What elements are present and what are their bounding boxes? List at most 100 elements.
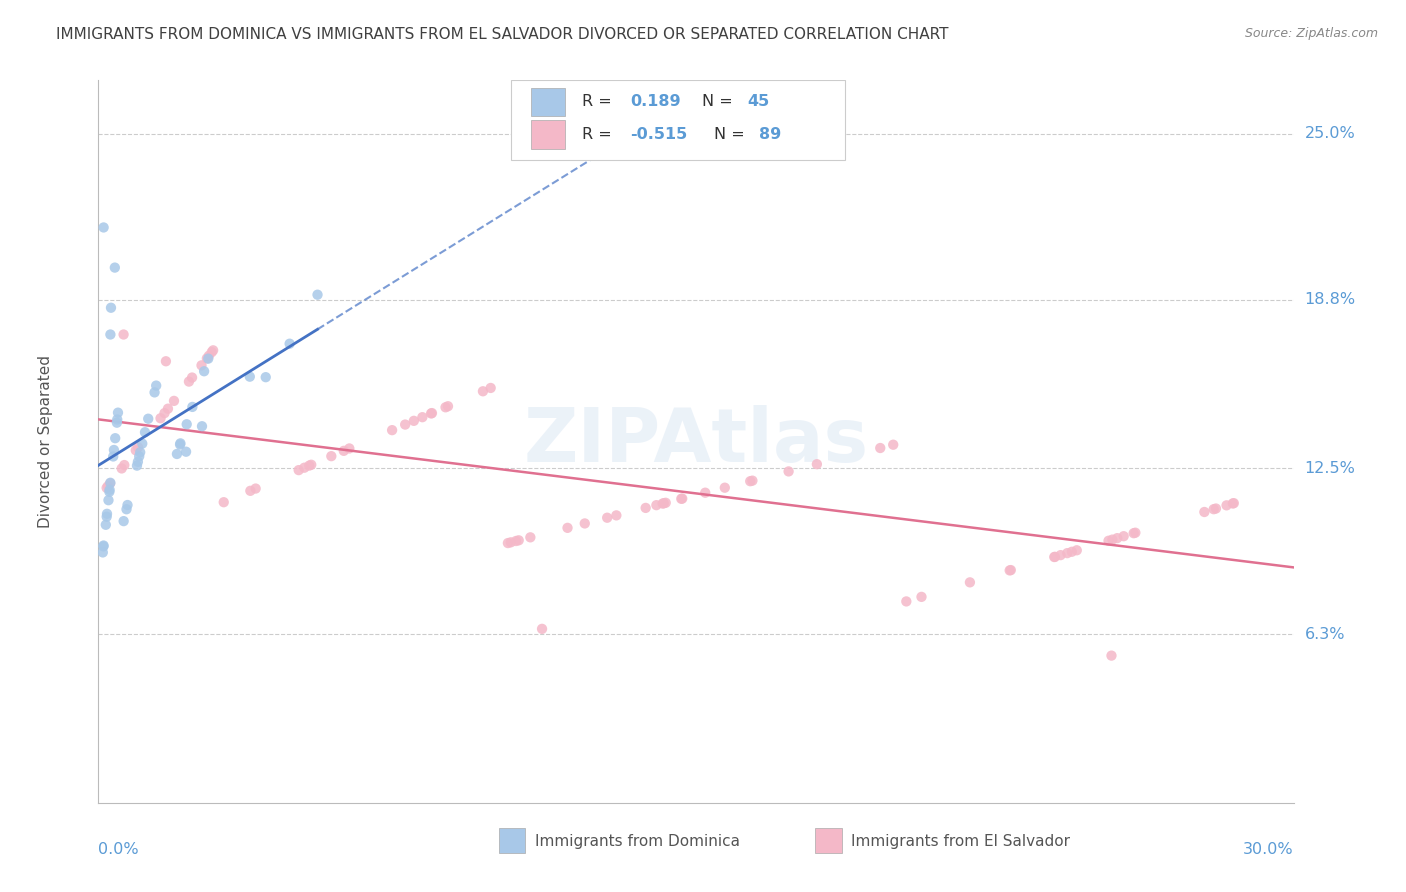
Point: [508, 533, 530, 548]
Point: [605, 508, 627, 523]
Point: [125, 458, 148, 473]
Point: [104, 431, 127, 445]
Point: [254, 370, 277, 384]
Text: 25.0%: 25.0%: [1305, 127, 1355, 141]
Point: [1194, 505, 1216, 519]
Point: [127, 440, 149, 454]
Point: [287, 463, 309, 477]
Point: [1101, 648, 1123, 663]
Point: [111, 461, 134, 475]
Point: [115, 502, 138, 516]
Point: [202, 343, 225, 358]
Point: [1202, 502, 1225, 516]
Point: [169, 437, 191, 451]
Point: [198, 349, 221, 363]
Bar: [531, 87, 565, 116]
Point: [998, 563, 1021, 577]
Point: [333, 443, 356, 458]
Point: [337, 442, 360, 456]
Text: 30.0%: 30.0%: [1243, 842, 1294, 856]
Point: [193, 364, 215, 378]
Point: [93, 539, 115, 553]
Text: Immigrants from Dominica: Immigrants from Dominica: [534, 834, 740, 848]
Point: [1215, 499, 1237, 513]
Point: [93, 540, 115, 554]
Point: [245, 482, 267, 496]
Point: [129, 445, 152, 459]
Text: R =: R =: [582, 95, 617, 110]
Point: [1122, 526, 1144, 541]
Bar: [531, 120, 565, 149]
Text: Source: ZipAtlas.com: Source: ZipAtlas.com: [1244, 27, 1378, 40]
Point: [134, 425, 156, 440]
Point: [1107, 531, 1129, 545]
Point: [145, 378, 167, 392]
Text: -0.515: -0.515: [630, 127, 688, 142]
Point: [91, 545, 114, 559]
Point: [98, 475, 121, 490]
Point: [103, 450, 125, 464]
Point: [869, 441, 891, 455]
Text: IMMIGRANTS FROM DOMINICA VS IMMIGRANTS FROM EL SALVADOR DIVORCED OR SEPARATED CO: IMMIGRANTS FROM DOMINICA VS IMMIGRANTS F…: [56, 27, 949, 42]
Point: [201, 345, 224, 359]
Point: [557, 521, 579, 535]
Point: [714, 481, 737, 495]
Point: [143, 385, 166, 400]
Point: [1066, 543, 1088, 558]
Point: [1097, 533, 1119, 548]
Point: [97, 493, 120, 508]
Point: [519, 530, 541, 544]
Point: [574, 516, 596, 531]
Point: [434, 401, 457, 415]
Point: [307, 287, 329, 301]
Point: [1060, 545, 1083, 559]
Point: [505, 534, 527, 549]
Point: [174, 444, 197, 458]
Point: [1000, 563, 1022, 577]
Point: [531, 622, 554, 636]
Point: [671, 491, 693, 506]
Point: [420, 407, 443, 421]
Point: [107, 406, 129, 420]
Point: [96, 481, 118, 495]
Point: [910, 590, 932, 604]
Point: [394, 417, 416, 432]
Point: [499, 535, 522, 549]
Point: [98, 484, 121, 499]
Point: [105, 416, 128, 430]
Point: [239, 369, 262, 384]
Point: [437, 399, 460, 413]
Point: [479, 381, 502, 395]
Point: [278, 336, 301, 351]
Point: [1205, 501, 1227, 516]
Text: 18.8%: 18.8%: [1305, 293, 1355, 307]
Point: [1222, 496, 1244, 510]
Point: [1056, 546, 1078, 560]
Text: Divorced or Separated: Divorced or Separated: [38, 355, 53, 528]
Point: [169, 436, 191, 450]
Point: [1043, 549, 1066, 564]
Point: [117, 498, 139, 512]
Text: 45: 45: [748, 95, 769, 110]
Point: [1049, 548, 1071, 562]
Text: N =: N =: [714, 127, 749, 142]
Text: 0.189: 0.189: [630, 95, 681, 110]
Point: [292, 460, 315, 475]
Point: [96, 507, 118, 521]
Point: [1101, 533, 1123, 547]
Point: [1112, 529, 1135, 543]
Point: [882, 438, 904, 452]
Point: [112, 458, 135, 472]
Point: [104, 260, 127, 275]
Point: [191, 419, 214, 434]
Point: [321, 449, 343, 463]
Text: Immigrants from El Salvador: Immigrants from El Salvador: [852, 834, 1070, 848]
Point: [98, 483, 121, 497]
Point: [496, 536, 519, 550]
Point: [420, 406, 443, 420]
Point: [695, 485, 717, 500]
Point: [381, 423, 404, 437]
Point: [298, 458, 321, 473]
Point: [149, 411, 172, 425]
Point: [402, 414, 425, 428]
